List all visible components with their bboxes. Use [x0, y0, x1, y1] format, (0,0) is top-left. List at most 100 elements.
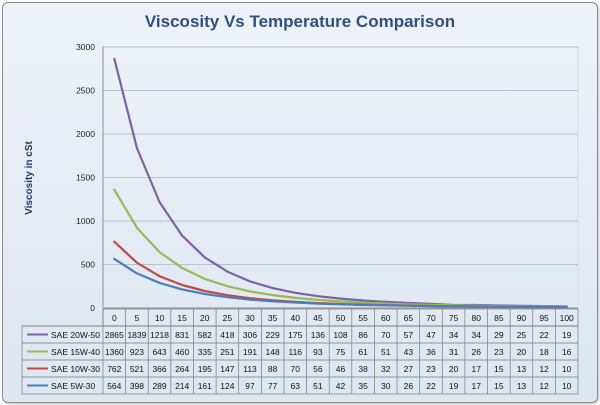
- data-cell: 15: [494, 381, 504, 391]
- data-cell: 10: [562, 364, 572, 374]
- data-cell: 77: [268, 381, 278, 391]
- x-tick-label: 0: [112, 313, 117, 323]
- data-cell: 289: [152, 381, 166, 391]
- chart-title: Viscosity Vs Temperature Comparison: [145, 12, 455, 31]
- data-cell: 46: [336, 364, 346, 374]
- data-cell: 251: [220, 347, 234, 357]
- data-cell: 923: [130, 347, 144, 357]
- series-line: [113, 257, 568, 309]
- x-tick-label: 10: [155, 313, 165, 323]
- data-cell: 38: [358, 364, 368, 374]
- data-cell: 23: [494, 347, 504, 357]
- data-cell: 1360: [105, 347, 124, 357]
- data-cell: 195: [198, 364, 212, 374]
- data-cell: 34: [449, 330, 459, 340]
- data-cell: 16: [562, 347, 572, 357]
- data-cell: 108: [333, 330, 347, 340]
- data-cell: 35: [358, 381, 368, 391]
- data-cell: 56: [313, 364, 323, 374]
- data-cell: 43: [404, 347, 414, 357]
- data-cell: 26: [404, 381, 414, 391]
- x-tick-label: 20: [200, 313, 210, 323]
- data-cell: 30: [381, 381, 391, 391]
- data-cell: 113: [243, 364, 257, 374]
- data-cell: 32: [381, 364, 391, 374]
- x-tick-label: 35: [268, 313, 278, 323]
- data-cell: 20: [449, 364, 459, 374]
- x-tick-label: 80: [471, 313, 481, 323]
- data-cell: 136: [311, 330, 325, 340]
- data-cell: 97: [245, 381, 255, 391]
- x-tick-label: 55: [358, 313, 368, 323]
- data-cell: 12: [539, 364, 549, 374]
- x-tick-label: 70: [426, 313, 436, 323]
- x-tick-label: 95: [539, 313, 549, 323]
- x-tick-label: 25: [223, 313, 233, 323]
- data-cell: 831: [175, 330, 189, 340]
- data-cell: 398: [130, 381, 144, 391]
- y-tick-label: 2500: [76, 86, 95, 96]
- series-line: [113, 240, 568, 309]
- data-cell: 70: [291, 364, 301, 374]
- data-cell: 17: [471, 381, 481, 391]
- x-tick-label: 75: [449, 313, 459, 323]
- x-tick-label: 65: [404, 313, 414, 323]
- data-cell: 25: [517, 330, 527, 340]
- x-tick-label: 90: [517, 313, 527, 323]
- data-cell: 18: [539, 347, 549, 357]
- data-cell: 418: [220, 330, 234, 340]
- x-tick-label: 60: [381, 313, 391, 323]
- data-cell: 75: [336, 347, 346, 357]
- data-cell: 19: [449, 381, 459, 391]
- data-cell: 34: [471, 330, 481, 340]
- data-cell: 12: [539, 381, 549, 391]
- data-cell: 214: [175, 381, 189, 391]
- data-cell: 36: [426, 347, 436, 357]
- legend-label: SAE 20W-50: [51, 330, 100, 340]
- data-cell: 31: [449, 347, 459, 357]
- data-cell: 27: [404, 364, 414, 374]
- data-cell: 564: [107, 381, 121, 391]
- x-tick-label: 15: [177, 313, 187, 323]
- data-cell: 124: [220, 381, 234, 391]
- data-cell: 762: [107, 364, 121, 374]
- data-cell: 17: [471, 364, 481, 374]
- data-cell: 61: [358, 347, 368, 357]
- y-tick-label: 2000: [76, 129, 95, 139]
- data-cell: 15: [494, 364, 504, 374]
- data-cell: 161: [198, 381, 212, 391]
- data-cell: 29: [494, 330, 504, 340]
- x-tick-label: 100: [560, 313, 574, 323]
- x-tick-label: 50: [336, 313, 346, 323]
- data-cell: 460: [175, 347, 189, 357]
- data-cell: 582: [198, 330, 212, 340]
- y-axis-label: Viscosity in cSt: [24, 140, 35, 214]
- data-cell: 22: [539, 330, 549, 340]
- data-cell: 51: [313, 381, 323, 391]
- data-cell: 116: [288, 347, 302, 357]
- y-tick-label: 1000: [76, 216, 95, 226]
- data-cell: 264: [175, 364, 189, 374]
- data-cell: 23: [426, 364, 436, 374]
- data-cell: 70: [381, 330, 391, 340]
- data-cell: 147: [220, 364, 234, 374]
- data-cell: 63: [291, 381, 301, 391]
- x-tick-label: 30: [245, 313, 255, 323]
- y-tick-label: 500: [81, 260, 95, 270]
- data-cell: 306: [243, 330, 257, 340]
- data-cell: 51: [381, 347, 391, 357]
- data-cell: 229: [266, 330, 280, 340]
- data-cell: 20: [517, 347, 527, 357]
- data-cell: 26: [471, 347, 481, 357]
- data-cell: 19: [562, 330, 572, 340]
- data-cell: 13: [517, 364, 527, 374]
- data-cell: 366: [152, 364, 166, 374]
- y-tick-label: 0: [90, 303, 95, 313]
- data-cell: 47: [426, 330, 436, 340]
- data-cell: 22: [426, 381, 436, 391]
- data-cell: 175: [288, 330, 302, 340]
- legend-label: SAE 15W-40: [51, 347, 100, 357]
- data-cell: 86: [358, 330, 368, 340]
